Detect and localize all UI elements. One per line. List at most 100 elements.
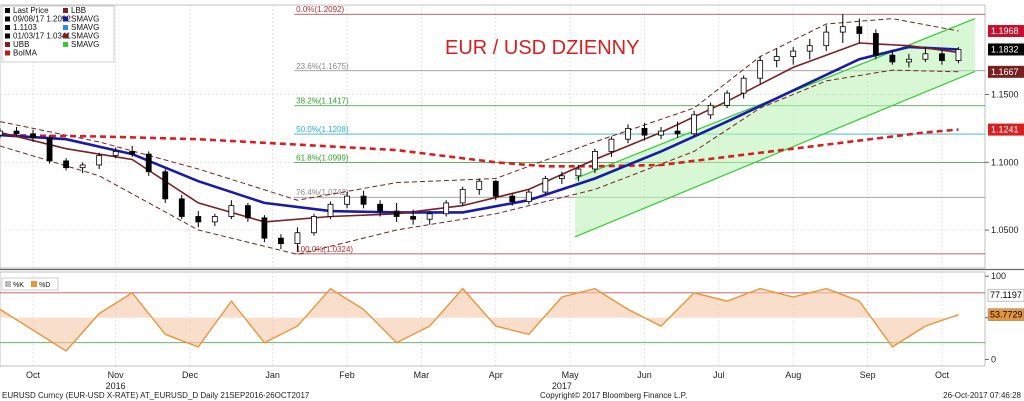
price-bar-body xyxy=(806,45,813,52)
osc-legend-swatch xyxy=(31,281,37,287)
price-bar-body xyxy=(823,31,830,47)
legend-label: SMAVG xyxy=(71,23,99,32)
osc-line xyxy=(0,287,959,352)
price-bar-body xyxy=(707,104,714,116)
oscillator-legend: %K %D xyxy=(1,277,59,291)
price-bar xyxy=(13,127,20,137)
price-bar-body xyxy=(872,33,879,56)
x-month-label: Jun xyxy=(637,370,652,380)
legend-label: 01/03/17 1.0341 xyxy=(13,32,71,41)
price-bar-body xyxy=(162,171,169,200)
price-bar xyxy=(311,213,317,236)
x-month-label: Oct xyxy=(26,370,41,380)
price-bar xyxy=(724,90,731,109)
price-bar xyxy=(360,190,367,209)
price-bar xyxy=(757,56,764,84)
x-month-label: Feb xyxy=(339,370,355,380)
price-bar-body xyxy=(724,92,731,106)
price-bar xyxy=(393,202,400,222)
price-bar-body xyxy=(592,151,598,170)
price-bar-body xyxy=(542,178,549,193)
legend-label: SMAVG xyxy=(71,15,99,24)
legend-swatch xyxy=(63,25,68,30)
price-bar xyxy=(492,179,499,201)
price-label-text: 1.1968 xyxy=(991,26,1019,36)
osc-tick-label: 100 xyxy=(991,271,1006,281)
price-bar xyxy=(46,135,53,164)
y-tick-label: 1.0500 xyxy=(991,225,1019,235)
price-bar-body xyxy=(112,151,119,156)
sma-mid-line xyxy=(0,45,959,214)
legend-label: BoIMA xyxy=(13,49,38,58)
price-bar xyxy=(443,200,450,217)
price-bar-body xyxy=(525,191,532,202)
price-bar xyxy=(641,122,648,141)
price-bar-body xyxy=(244,205,251,219)
price-bar xyxy=(839,14,846,43)
bollinger-lower-line xyxy=(0,69,959,255)
price-bar-body xyxy=(129,151,136,155)
price-axis: 1.1500 1.1000 1.0500 1.1968 1.1832 1.1667 1.12… xyxy=(985,25,1024,235)
price-bar-body xyxy=(856,26,863,34)
price-bar-body xyxy=(905,58,912,63)
price-bar xyxy=(922,47,929,62)
price-bar-body xyxy=(261,217,268,239)
price-bar-body xyxy=(955,49,962,61)
price-label-text: 1.1241 xyxy=(991,125,1019,135)
x-month-label: Apr xyxy=(489,370,503,380)
legend-swatch xyxy=(5,50,10,56)
osc-legend-box xyxy=(1,277,59,291)
price-bar-body xyxy=(344,195,350,205)
price-bar-body xyxy=(889,54,896,63)
price-bar-body xyxy=(608,138,615,152)
price-frame xyxy=(0,4,986,269)
legend-label: 09/08/17 1.2092 xyxy=(13,15,71,24)
price-bar-body xyxy=(757,60,764,79)
price-bar xyxy=(459,186,466,206)
price-bar-body xyxy=(311,216,317,234)
price-bar-body xyxy=(13,130,20,135)
price-bar xyxy=(592,148,598,174)
price-label: 1.1832 xyxy=(988,43,1024,56)
x-month-label: Oct xyxy=(935,370,950,380)
price-bar xyxy=(178,194,185,220)
fib-label: 38.2%(1.1417) xyxy=(296,97,349,106)
price-bar xyxy=(889,49,896,65)
price-bar-body xyxy=(195,216,202,223)
osc-value-text: 53.7729 xyxy=(990,310,1023,320)
price-bar xyxy=(905,53,912,68)
oscillator-grid xyxy=(0,268,1024,367)
fib-label: 23.6%(1.1675) xyxy=(296,62,349,71)
legend-label: SMAVG xyxy=(71,32,99,41)
price-bar-body xyxy=(939,53,945,61)
x-month-label: Nov xyxy=(108,370,125,380)
x-year-label: 2017 xyxy=(552,381,572,391)
oscillator-frame xyxy=(0,271,986,367)
price-bar-body xyxy=(145,153,152,173)
price-bar-body xyxy=(294,232,301,244)
osc-legend-swatch xyxy=(5,281,11,287)
price-bar-body xyxy=(459,188,466,204)
legend-swatch xyxy=(63,8,68,13)
price-bar xyxy=(377,200,383,217)
price-bar xyxy=(145,151,152,176)
legend-swatch xyxy=(5,42,10,47)
footer-right: 26-Oct-2017 07:46:28 xyxy=(943,391,1021,400)
price-bar-body xyxy=(46,137,53,162)
price-bar-body xyxy=(211,216,218,223)
price-panel: 0.0%(1.2092) 23.6%(1.1675) 38.2%(1.1417) 50… xyxy=(0,4,1024,269)
fib-label: 50.0%(1.1208) xyxy=(296,125,349,134)
price-bar xyxy=(806,38,813,60)
legend-swatch xyxy=(5,25,10,30)
time-axis: Oct Nov Dec Jan Feb Mar Apr May Jun Jul Aug Sep Oct 2… xyxy=(26,370,949,391)
osc-tick-label: 0 xyxy=(991,354,996,364)
price-bar xyxy=(558,171,565,184)
price-bar xyxy=(707,102,714,119)
x-month-label: Dec xyxy=(182,370,199,380)
x-month-label: Sep xyxy=(860,370,876,380)
price-label: 1.1667 xyxy=(988,65,1024,78)
legend-label: 1.1103 xyxy=(13,23,37,32)
legend-box xyxy=(1,5,115,63)
footer-left: EURUSD Curncy (EUR-USD X-RATE) AT_EURUSD… xyxy=(2,391,310,400)
